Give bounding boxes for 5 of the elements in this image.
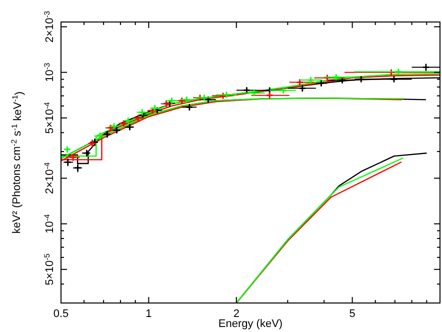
- x-axis-title: Energy (keV): [218, 318, 283, 330]
- x-tick-label: 1: [146, 308, 152, 320]
- x-tick-label: 0.5: [53, 308, 69, 320]
- x-tick-label: 2: [233, 308, 240, 320]
- x-tick-label: 5: [349, 308, 356, 320]
